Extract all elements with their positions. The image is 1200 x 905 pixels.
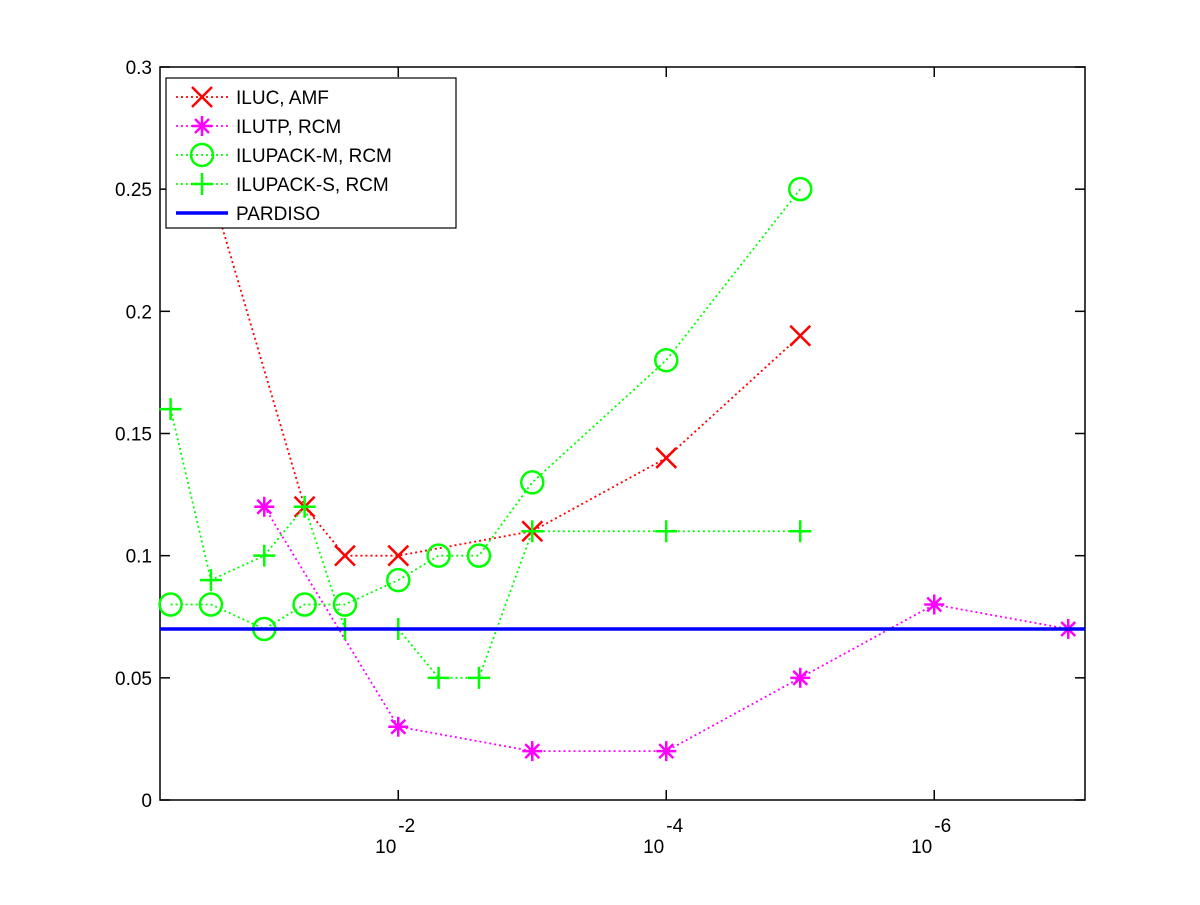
x-tick-label: 10 — [375, 837, 396, 858]
series-line — [170, 188, 801, 630]
marker-stroke — [655, 447, 678, 469]
marker — [521, 520, 544, 543]
x-tick-exponent: -4 — [666, 816, 683, 837]
marker-stroke — [789, 324, 812, 347]
marker-stroke — [390, 718, 407, 735]
marker — [159, 398, 182, 421]
marker-stroke — [466, 543, 492, 568]
marker — [387, 544, 410, 567]
marker-stroke — [198, 592, 224, 617]
marker-stroke — [334, 544, 356, 567]
legend-label: ILUTP, RCM — [236, 117, 341, 138]
marker — [191, 173, 213, 195]
legend-box — [165, 77, 457, 229]
marker — [655, 520, 678, 543]
marker — [189, 142, 215, 168]
marker-stroke — [520, 470, 545, 495]
marker — [790, 667, 811, 688]
legend-label: PARDISO — [236, 204, 320, 225]
x-tick-exponent: -2 — [398, 816, 415, 837]
marker — [292, 592, 317, 617]
marker — [427, 666, 450, 689]
marker-stroke — [256, 498, 273, 515]
marker — [426, 543, 451, 568]
y-tick-label: 0.1 — [126, 547, 152, 568]
marker-stroke — [926, 596, 943, 613]
marker — [334, 544, 356, 567]
marker-stroke — [189, 142, 215, 168]
marker — [655, 447, 678, 469]
x-tick-exponent: -6 — [934, 816, 951, 837]
legend-label: ILUC, AMF — [236, 88, 329, 109]
legend-label: ILUPACK-S, RCM — [236, 175, 389, 196]
marker — [386, 567, 411, 593]
marker-stroke — [426, 543, 451, 568]
marker-stroke — [658, 743, 675, 760]
marker-stroke — [386, 567, 411, 593]
marker — [191, 86, 213, 108]
x-tick-label: 10 — [911, 837, 932, 858]
marker — [199, 569, 222, 592]
x-tick-label: 10 — [643, 837, 664, 858]
marker — [467, 666, 490, 689]
y-tick-label: 0.2 — [126, 302, 152, 323]
legend: ILUC, AMF ILUTP, RCM ILUPACK-M, RCM ILUPACK… — [165, 77, 457, 229]
marker-stroke — [194, 118, 210, 134]
y-tick-label: 0.05 — [115, 669, 152, 690]
legend-label: ILUPACK-M, RCM — [236, 146, 392, 167]
marker-stroke — [332, 592, 358, 617]
marker — [253, 544, 276, 567]
marker-stroke — [524, 743, 541, 760]
y-tick-label: 0.25 — [115, 180, 152, 201]
marker-stroke — [654, 347, 679, 373]
marker — [789, 520, 812, 543]
marker — [192, 116, 212, 136]
y-tick-label: 0 — [141, 791, 152, 812]
marker-stroke — [788, 176, 813, 202]
marker-stroke — [387, 544, 410, 567]
marker-stroke — [792, 669, 809, 686]
marker — [654, 347, 679, 373]
marker — [924, 594, 945, 615]
marker — [520, 470, 545, 495]
y-tick-label: 0.3 — [126, 58, 152, 79]
marker — [522, 741, 543, 762]
marker-stroke — [292, 592, 317, 617]
marker — [158, 592, 183, 617]
marker — [466, 543, 492, 568]
marker — [788, 176, 813, 202]
marker-stroke — [158, 592, 183, 617]
marker — [293, 495, 316, 518]
marker — [254, 496, 275, 517]
marker — [789, 324, 812, 347]
marker-stroke — [191, 86, 213, 108]
marker — [198, 592, 224, 617]
marker — [388, 716, 409, 737]
marker — [656, 741, 677, 762]
marker — [332, 592, 358, 617]
y-tick-label: 0.15 — [115, 425, 152, 446]
